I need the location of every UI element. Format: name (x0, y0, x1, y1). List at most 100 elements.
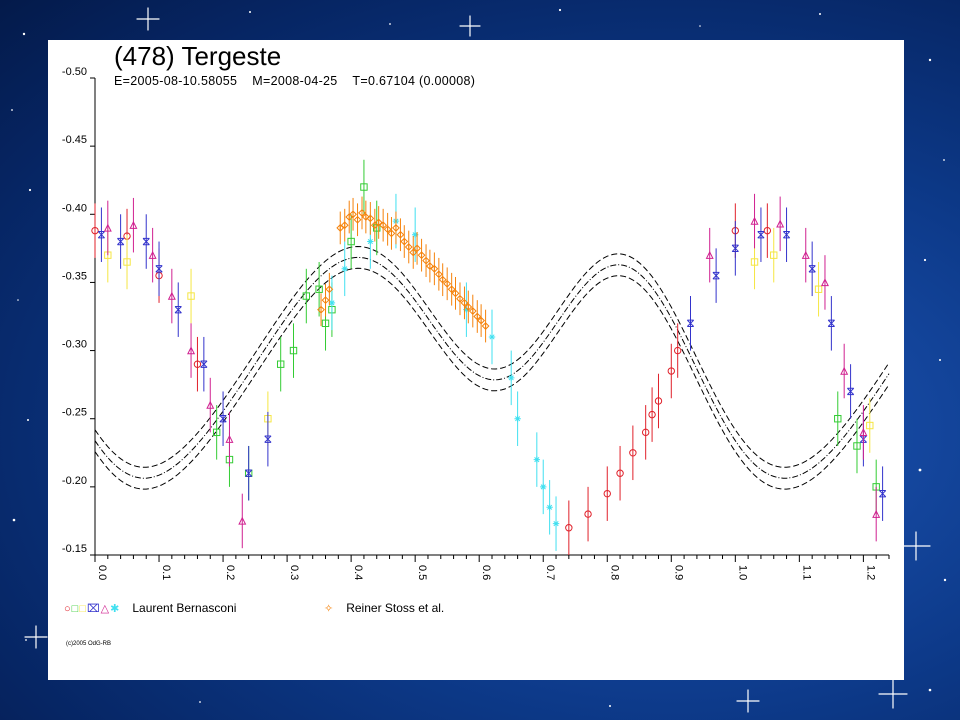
data-point (392, 224, 400, 232)
data-point (827, 319, 835, 328)
data-point (360, 183, 368, 191)
x-tick-label: 0.2 (224, 565, 236, 580)
data-point (187, 346, 196, 355)
data-point (763, 226, 772, 235)
legend-marker-icon: ○ (64, 603, 71, 615)
data-point (673, 346, 682, 355)
legend-symbol-stoss: ✧ (324, 601, 334, 615)
data-point (430, 264, 439, 273)
data-point (616, 469, 624, 477)
data-point (834, 415, 842, 423)
data-point (358, 209, 366, 217)
fit-curve (94, 267, 890, 490)
x-tick-label: 1.0 (736, 565, 748, 580)
copyright-note: (c)2005 OdG-RB (66, 641, 112, 647)
legend-reiner-stoss: ✧ Reiner Stoss et al. (324, 601, 444, 615)
data-point (456, 294, 464, 303)
data-point (349, 210, 357, 219)
data-point (417, 251, 426, 260)
data-point (383, 225, 392, 234)
y-tick-label: -0.45 (62, 134, 87, 146)
legend-marker-icon: □ (79, 603, 86, 615)
data-point (508, 374, 515, 382)
data-point (808, 265, 816, 273)
data-point (193, 360, 202, 368)
legend-label-stoss: Reiner Stoss et al. (346, 601, 445, 615)
data-point (347, 237, 355, 246)
data-point (686, 319, 695, 328)
fit-curve (94, 245, 890, 468)
legend-label-laurent: Laurent Bernasconi (132, 601, 237, 615)
data-point (463, 306, 470, 313)
data-point (705, 250, 714, 259)
data-point (328, 299, 336, 307)
data-point (464, 303, 473, 311)
data-point (473, 312, 482, 321)
x-tick-label: 0.6 (480, 565, 492, 580)
chart-title: (478) Tergeste (114, 41, 282, 71)
x-tick-label: 0.1 (160, 565, 172, 580)
legend-laurent-bernasconi: ○□□⌧△✱ Laurent Bernasconi (64, 601, 236, 615)
data-point (315, 285, 323, 293)
data-point (776, 219, 785, 228)
data-point (648, 410, 656, 419)
data-point (481, 322, 490, 330)
data-point (336, 224, 345, 232)
data-point (321, 296, 330, 305)
data-point (379, 221, 388, 230)
data-point (488, 333, 496, 341)
data-point (750, 258, 759, 266)
y-tick-label: -0.50 (62, 66, 87, 78)
data-point (552, 520, 560, 527)
y-tick-label: -0.30 (62, 339, 87, 351)
data-point (374, 218, 383, 227)
data-point (206, 400, 215, 409)
data-point (187, 292, 195, 300)
x-tick-label: 0.5 (416, 565, 428, 580)
chart-panel: -0.50 -0.45 -0.40 -0.35 -0.30 -0.25 -0.20 -0.15… (48, 40, 904, 680)
legend-marker-icon: △ (100, 603, 110, 615)
data-point (353, 215, 362, 224)
data-point (447, 285, 456, 294)
x-tick-label: 0.3 (288, 565, 300, 580)
data-point (117, 237, 125, 246)
x-tick-label: 0.4 (352, 565, 364, 580)
legend-marker-icon: ✱ (110, 603, 120, 615)
fit-curve (94, 256, 890, 479)
data-point (847, 387, 855, 396)
data-point (396, 230, 405, 239)
data-point (757, 231, 765, 239)
data-point (341, 265, 348, 272)
data-point (413, 244, 421, 253)
data-point (546, 504, 553, 511)
data-point (801, 250, 810, 259)
y-tick-label: -0.35 (62, 270, 87, 282)
data-point (302, 292, 311, 300)
y-tick-label: -0.20 (62, 475, 87, 487)
legend-marker-icon: ⌧ (86, 603, 100, 615)
data-point (366, 214, 375, 223)
data-point (103, 223, 112, 232)
data-point (731, 244, 739, 253)
data-point (603, 489, 611, 498)
data-point (872, 509, 881, 518)
data-point (361, 213, 370, 221)
data-point (879, 489, 887, 498)
x-tick-label: 0.7 (544, 565, 556, 580)
y-tick-label: -0.15 (62, 543, 87, 555)
data-point (443, 279, 452, 288)
data-point (422, 256, 430, 265)
legend-marker-icon: □ (71, 603, 79, 615)
data-point (654, 397, 663, 405)
data-point (853, 442, 861, 450)
data-point (750, 216, 759, 225)
data-point (514, 415, 521, 422)
data-point (367, 238, 374, 245)
data-point (155, 265, 163, 273)
data-point (212, 428, 221, 437)
data-point (325, 285, 334, 294)
data-point (142, 237, 150, 246)
data-point (782, 231, 791, 239)
x-tick-label: 0.8 (608, 565, 620, 580)
data-point (667, 367, 675, 375)
